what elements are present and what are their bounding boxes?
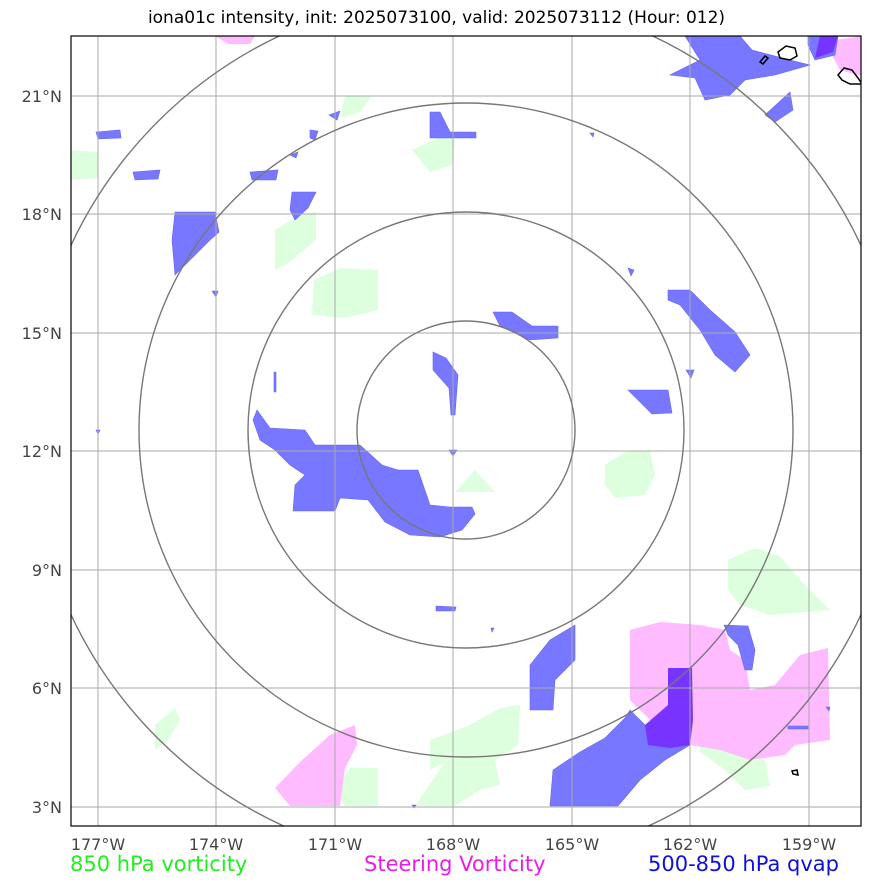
qvap-area (435, 605, 457, 612)
qvap-area (492, 311, 559, 341)
lat-tick-label: 18°N (22, 205, 62, 224)
steering-area (832, 36, 861, 76)
vorticity-850-layer (71, 96, 830, 806)
plot-frame (70, 35, 862, 827)
lon-tick-label: 177°W (71, 835, 126, 854)
vorticity-area (455, 470, 495, 492)
lon-tick-label: 168°W (426, 835, 481, 854)
range-rings (71, 36, 861, 826)
lat-tick-label: 6°N (32, 679, 62, 698)
qvap-area (723, 624, 756, 671)
legend-qvap: 500-850 hPa qvap (648, 852, 839, 876)
qvap-area (589, 132, 595, 138)
lat-tick-label: 9°N (32, 561, 62, 580)
vorticity-area (605, 450, 655, 498)
lat-tick-label: 12°N (22, 442, 62, 461)
qvap-area (273, 371, 277, 393)
qvap-area (529, 624, 576, 711)
qvap-area (787, 725, 809, 730)
vorticity-area (728, 548, 830, 615)
qvap-area (668, 36, 812, 101)
island-coastline (777, 45, 798, 61)
qvap-area (249, 169, 279, 181)
lat-tick-label: 15°N (22, 324, 62, 343)
qvap-area (132, 169, 161, 181)
lon-tick-label: 165°W (545, 835, 600, 854)
lat-tick-label: 21°N (22, 87, 62, 106)
lat-tick-labels: 21°N 18°N 15°N 12°N 9°N 6°N 3°N (22, 87, 62, 817)
vorticity-area (700, 742, 770, 790)
lon-tick-label: 159°W (782, 835, 837, 854)
lon-tick-label: 171°W (308, 835, 363, 854)
coastlines (758, 45, 861, 776)
vorticity-area (415, 705, 520, 806)
range-ring (356, 320, 576, 540)
qvap-area (627, 267, 635, 277)
vorticity-area (412, 135, 455, 172)
vorticity-area (335, 768, 378, 806)
island-coastline (791, 769, 799, 776)
qvap-area (490, 627, 495, 633)
map-title: iona01c intensity, init: 2025073100, val… (147, 8, 726, 28)
lon-tick-labels: 177°W 174°W 171°W 168°W 165°W 162°W 159°… (71, 835, 837, 854)
vorticity-area (312, 268, 378, 318)
legend-steering-vorticity: Steering Vorticity (364, 852, 546, 876)
island-coastline (758, 55, 770, 65)
gridlines (71, 36, 861, 826)
legend-vorticity-850: 850 hPa vorticity (70, 852, 248, 876)
qvap-area (95, 129, 122, 140)
vorticity-area (155, 708, 180, 750)
range-ring (247, 211, 685, 649)
vorticity-area (275, 212, 316, 270)
qvap-area (429, 111, 477, 139)
qvap-area (432, 351, 459, 416)
lat-tick-label: 3°N (32, 798, 62, 817)
qvap-area (171, 211, 220, 276)
qvap-area (667, 289, 751, 373)
qvap-area (627, 389, 673, 415)
qvap-area (289, 151, 299, 159)
range-ring (138, 102, 794, 758)
qvap-area (825, 706, 831, 712)
steering-area (275, 725, 357, 806)
vorticity-area (71, 150, 98, 180)
qvap-area (252, 409, 476, 538)
vorticity-area (340, 96, 372, 118)
lon-tick-label: 162°W (663, 835, 718, 854)
island-coastline (837, 67, 861, 85)
overlap-area (815, 36, 838, 58)
lon-tick-label: 174°W (189, 835, 244, 854)
steering-area (215, 36, 255, 44)
qvap-area (211, 290, 219, 298)
